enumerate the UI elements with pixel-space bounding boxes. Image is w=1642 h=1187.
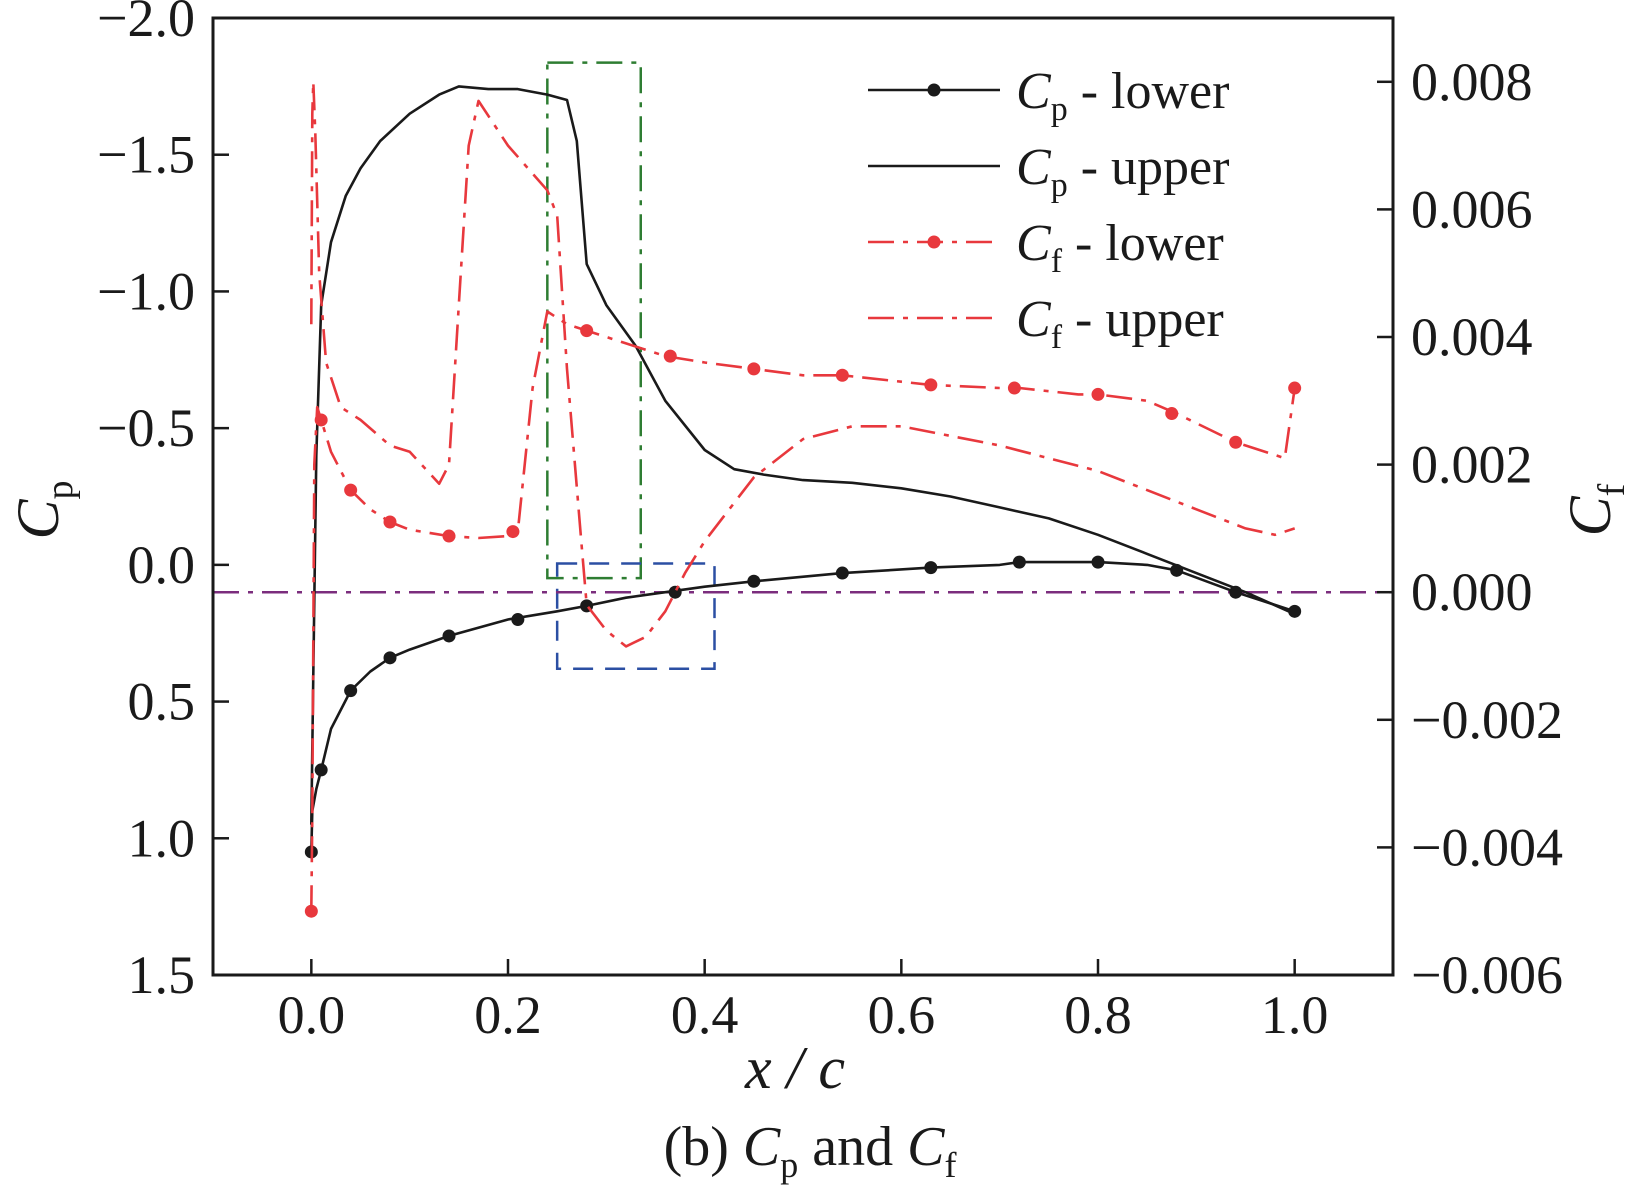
caption-prefix: (b) [664,1116,743,1178]
right-axis-title: Cf [1557,483,1633,536]
left-y-tick-label: −1.5 [97,125,195,185]
series-cp-lower-point [442,629,456,643]
left-y-tick-label: 1.5 [128,945,196,1005]
right-y-tick-label: 0.000 [1411,562,1533,622]
left-y-tick-label: −2.0 [97,0,195,48]
series-cp-lower-point [924,561,938,575]
right-y-tick-label: 0.008 [1411,52,1533,112]
series-cp-lower-point [1091,555,1105,569]
series-cf-upper-line [310,80,1296,648]
series-cf-lower-line [310,310,1296,912]
series-cf-lower-point [442,529,456,543]
series-cf-lower-point [1288,381,1302,395]
right-axis-title-sub: f [1591,483,1633,496]
legend: Cp - lower Cp - upper Cf - lower Cf - upper [868,63,1229,356]
plot-area [213,61,1393,918]
series-cp-lower-line [310,560,1296,853]
series-cp-lower-point [1288,604,1302,618]
legend-cp-upper-label: Cp - upper [1016,139,1229,204]
series-cf-lower-point [1007,381,1021,395]
caption-var2: C [907,1116,945,1178]
left-y-tick-label: 0.5 [128,672,196,732]
caption-sub2: f [944,1145,956,1185]
series-cp-lower-point [344,684,358,698]
series-cp-lower-point [314,763,328,777]
legend-cf-upper-label: Cf - upper [1016,291,1224,356]
axes: 0.0 0.2 0.4 0.6 0.8 1.0 −2.0 −1.5 −1.0 −0.5 0.0 0.5… [97,0,1563,1045]
right-y-tick-label: −0.006 [1411,945,1563,1005]
left-y-tick-label: −0.5 [97,398,195,458]
legend-cf-lower-label: Cf - lower [1016,215,1224,280]
left-y-tick-label: −1.0 [97,261,195,321]
figure-caption: (b) Cp and Cf [664,1116,957,1185]
right-y-tick-label: −0.004 [1411,817,1563,877]
left-axis-title: Cp [5,480,81,539]
series-cf-lower-point [506,525,520,539]
series-cp-lower-point [668,585,682,599]
left-axis-title-var: C [5,499,71,540]
series-cf-lower-point [314,413,328,427]
series-cf-lower-point [304,904,318,918]
series-cf-lower-point [383,515,397,529]
legend-cf-lower-marker [927,235,941,249]
series-cf-lower-point [924,378,938,392]
series-cf-lower-point [580,324,594,338]
x-tick-label: 0.0 [278,985,346,1045]
right-y-tick-label: 0.004 [1411,307,1533,367]
series-cf-lower-point [1165,407,1179,421]
x-tick-label: 0.4 [671,985,739,1045]
x-tick-label: 1.0 [1261,985,1329,1045]
x-axis-title: x / c [744,1035,845,1101]
series-cp-lower-point [511,613,525,627]
left-y-tick-label: 0.0 [128,535,196,595]
series-cp-lower-point [1012,555,1026,569]
highlight-box-2 [555,562,716,671]
x-tick-label: 0.8 [1064,985,1132,1045]
right-y-tick-label: 0.006 [1411,179,1533,239]
plot-frame [211,16,1395,977]
legend-cp-lower-marker [927,83,941,97]
series-cp-lower-point [835,566,849,580]
series-cf-lower-point [1229,435,1243,449]
series-cp-lower-point [383,651,397,665]
x-tick-label: 0.6 [868,985,936,1045]
highlight-box-1 [546,61,642,580]
series-cf-lower-point [835,368,849,382]
series-cf-lower-point [663,349,677,363]
right-axis-title-var: C [1557,495,1623,536]
right-y-tick-label: −0.002 [1411,690,1563,750]
x-tick-label: 0.2 [474,985,542,1045]
caption-middle: and [798,1116,907,1178]
legend-cp-lower-label: Cp - lower [1016,63,1229,128]
right-y-tick-label: 0.002 [1411,435,1533,495]
series-cf-lower-point [1091,387,1105,401]
series-cp-upper-line [310,85,1296,825]
series-cf-lower-point [747,362,761,376]
left-axis-title-sub: p [39,480,81,499]
series-cf-lower-point [344,483,358,497]
left-y-tick-label: 1.0 [128,808,196,868]
series-cp-lower-point [747,574,761,588]
caption-sub1: p [780,1145,798,1185]
caption-var1: C [743,1116,781,1178]
